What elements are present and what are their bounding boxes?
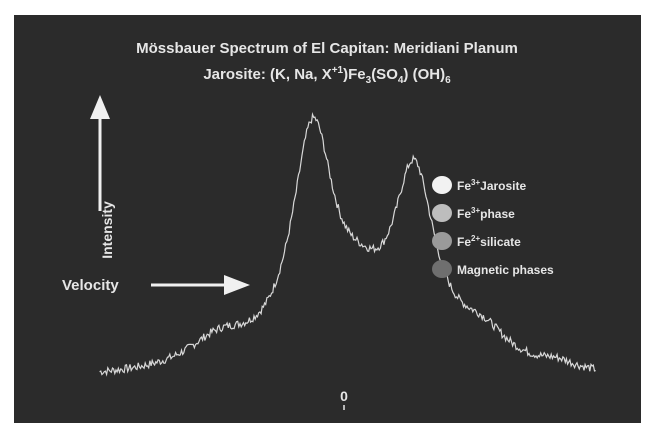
formula-part-b: )Fe [343, 66, 366, 83]
velocity-arrow-icon [151, 275, 250, 295]
x-axis-label: Velocity [62, 277, 119, 294]
chart-svg: Mössbauer Spectrum of El Capitan: Meridi… [62, 40, 596, 410]
legend-label-jarosite: Fe3+Jarosite [457, 178, 526, 193]
legend-label-magnetic: Magnetic phases [457, 263, 554, 277]
legend-swatch-fe3_phase [432, 204, 452, 222]
formula-sub-b: 3 [366, 75, 372, 86]
chart-figure: Mössbauer Spectrum of El Capitan: Meridi… [14, 15, 641, 423]
x-tick-label: 0 [340, 388, 348, 404]
formula-sub-d: 6 [445, 75, 451, 86]
measured-spectrum [99, 112, 596, 377]
intensity-arrow-icon [90, 95, 110, 211]
legend: Fe3+Jarosite Fe3+phase Fe2+silicate Magneti… [432, 176, 554, 278]
legend-swatch-jarosite [432, 176, 452, 194]
x-ticks: 0 [340, 388, 348, 410]
y-axis-label: Intensity [99, 201, 115, 259]
formula-sub-c: 4 [398, 75, 404, 86]
measured-spectrum-line [99, 112, 596, 377]
legend-swatch-fe2_silicate [432, 232, 452, 250]
formula-part-a: Jarosite: (K, Na, X [203, 66, 331, 83]
chart-title-line2: Jarosite: (K, Na, X+1)Fe3(SO4) (OH)6 [203, 65, 451, 86]
chart-title-line1: Mössbauer Spectrum of El Capitan: Meridi… [136, 40, 518, 57]
formula-part-c: (SO [371, 66, 398, 83]
legend-label-fe2_silicate: Fe2+silicate [457, 234, 521, 249]
legend-swatch-magnetic [432, 260, 452, 278]
legend-label-fe3_phase: Fe3+phase [457, 206, 515, 221]
formula-sup-a: +1 [332, 65, 344, 76]
formula-part-d: ) (OH) [403, 66, 445, 83]
